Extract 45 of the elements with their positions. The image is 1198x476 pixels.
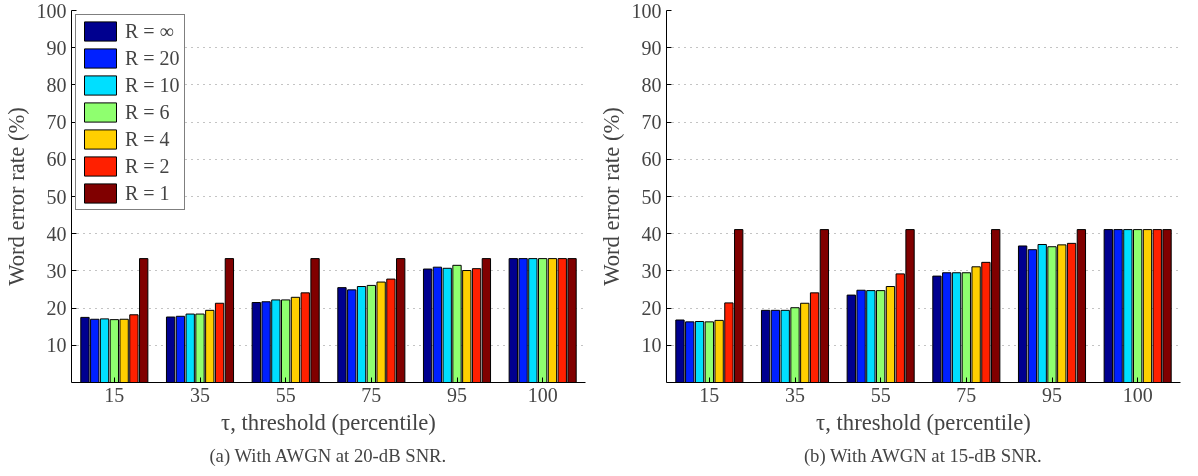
y-tick-label: 70 [46, 111, 67, 134]
x-tick-label: 75 [956, 383, 977, 406]
y-tick-label: 40 [641, 222, 662, 245]
x-axis-title: τ, threshold (percentile) [221, 409, 436, 435]
y-tick-label: 60 [641, 148, 662, 171]
legend-label: R = 4 [125, 127, 170, 151]
y-tick-label: 20 [46, 297, 67, 320]
y-tick-label: 90 [46, 36, 67, 59]
x-tick-label: 35 [785, 383, 805, 406]
legend-label: R = 2 [125, 154, 170, 178]
x-tick-label: 55 [275, 383, 296, 406]
y-tick-label: 20 [641, 297, 662, 320]
y-tick-label: 10 [46, 334, 67, 357]
x-axis-title: τ, threshold (percentile) [816, 409, 1031, 435]
x-tick-label: 100 [527, 383, 558, 406]
legend-label: R = ∞ [125, 19, 174, 43]
legend-label: R = 6 [125, 100, 170, 124]
legend-label: R = 10 [125, 73, 180, 97]
y-tick-label: 60 [46, 148, 67, 171]
legend-label: R = 20 [125, 46, 180, 70]
x-tick-label: 15 [104, 383, 125, 406]
y-tick-label: 100 [36, 0, 67, 22]
y-axis-title: Word error rate (%) [3, 107, 29, 286]
y-tick-label: 50 [641, 185, 662, 208]
x-tick-label: 55 [870, 383, 891, 406]
y-tick-label: 40 [46, 222, 67, 245]
x-tick-label: 35 [190, 383, 210, 406]
y-tick-label: 90 [641, 36, 662, 59]
x-tick-label: 95 [1042, 383, 1062, 406]
y-tick-label: 80 [641, 73, 662, 96]
y-tick-label: 80 [46, 73, 67, 96]
y-tick-label: 70 [641, 111, 662, 134]
y-tick-label: 100 [631, 0, 662, 22]
legend-label: R = 1 [125, 181, 170, 205]
y-tick-label: 30 [46, 259, 67, 282]
x-tick-label: 100 [1122, 383, 1153, 406]
x-tick-label: 15 [699, 383, 720, 406]
text: (a) With AWGN at 20-dB SNR. [209, 444, 447, 467]
y-tick-label: 30 [641, 259, 662, 282]
y-tick-label: 50 [46, 185, 67, 208]
x-tick-label: 75 [361, 383, 382, 406]
x-tick-label: 95 [447, 383, 467, 406]
y-tick-label: 10 [641, 334, 662, 357]
y-axis-title: Word error rate (%) [598, 107, 624, 286]
text: (b) With AWGN at 15-dB SNR. [803, 444, 1042, 467]
